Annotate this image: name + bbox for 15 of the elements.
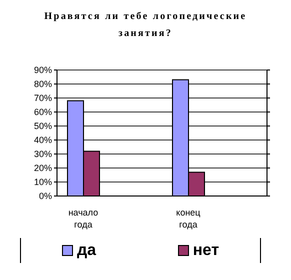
y-tick-label: 40% — [34, 135, 52, 146]
y-tick-label: 90% — [34, 65, 52, 76]
y-tick-label: 80% — [34, 79, 52, 90]
legend-label: да — [76, 242, 96, 260]
y-tick-label: 60% — [34, 107, 52, 118]
chart-title: Нравятся ли тебе логопедические занятия? — [43, 10, 248, 41]
x-tick-label: конец года — [176, 207, 200, 230]
y-tick-label: 0% — [38, 191, 52, 202]
legend-label: нет — [192, 242, 220, 260]
x-tick-label: начало года — [68, 207, 98, 230]
y-tick-label: 50% — [34, 121, 52, 132]
y-tick-label: 70% — [34, 93, 52, 104]
y-tick-label: 30% — [34, 149, 52, 160]
y-tick-label: 20% — [34, 163, 52, 174]
y-tick-label: 10% — [34, 177, 52, 188]
